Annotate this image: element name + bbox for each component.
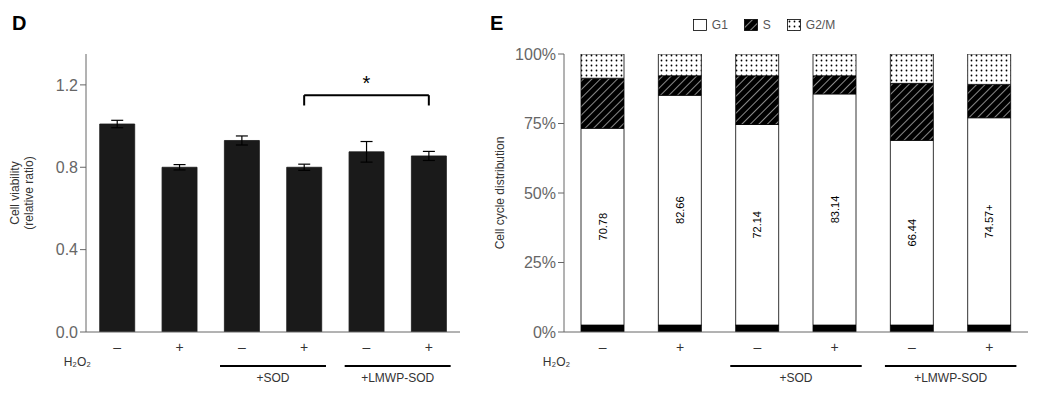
svg-text:0%: 0% xyxy=(533,324,556,341)
svg-text:66.44: 66.44 xyxy=(906,219,918,247)
svg-text:+: + xyxy=(831,339,839,355)
svg-text:–: – xyxy=(753,339,761,355)
svg-text:25%: 25% xyxy=(524,254,556,271)
svg-text:+: + xyxy=(985,339,993,355)
svg-text:50%: 50% xyxy=(524,185,556,202)
svg-text:*: * xyxy=(363,72,371,94)
svg-text:1.2: 1.2 xyxy=(56,77,78,94)
svg-text:82.66: 82.66 xyxy=(674,196,686,224)
html-text:S: S xyxy=(762,18,771,32)
svg-text:–: – xyxy=(238,339,246,355)
svg-text:74.57+: 74.57+ xyxy=(983,204,995,238)
svg-text:+: + xyxy=(175,339,183,355)
svg-text:72.14: 72.14 xyxy=(751,211,763,239)
svg-text:+SOD: +SOD xyxy=(256,371,289,385)
svg-text:0.8: 0.8 xyxy=(56,159,78,176)
svg-text:+: + xyxy=(425,339,433,355)
svg-text:83.14: 83.14 xyxy=(829,196,841,224)
html-text:G1: G1 xyxy=(711,18,728,32)
html-text:D: D xyxy=(12,12,27,34)
svg-text:+SOD: +SOD xyxy=(779,371,812,385)
html-text:E: E xyxy=(490,12,504,34)
svg-text:0.4: 0.4 xyxy=(56,241,78,258)
svg-text:+LMWP-SOD: +LMWP-SOD xyxy=(361,371,434,385)
svg-text:H₂O₂: H₂O₂ xyxy=(64,355,92,369)
svg-text:H₂O₂: H₂O₂ xyxy=(543,355,571,369)
svg-text:+LMWP-SOD: +LMWP-SOD xyxy=(914,371,987,385)
svg-text:Cell cycle distribution: Cell cycle distribution xyxy=(493,137,507,250)
svg-text:+: + xyxy=(676,339,684,355)
svg-text:100%: 100% xyxy=(515,46,556,63)
svg-text:–: – xyxy=(908,339,916,355)
svg-text:0.0: 0.0 xyxy=(56,324,78,341)
svg-text:–: – xyxy=(599,339,607,355)
svg-text:+: + xyxy=(300,339,308,355)
svg-text:Cell viability(relative ratio): Cell viability(relative ratio) xyxy=(8,156,36,229)
svg-text:75%: 75% xyxy=(524,115,556,132)
svg-text:–: – xyxy=(363,339,371,355)
svg-text:–: – xyxy=(113,339,121,355)
svg-text:70.78: 70.78 xyxy=(597,213,609,241)
html-text:G2/M: G2/M xyxy=(805,18,836,32)
